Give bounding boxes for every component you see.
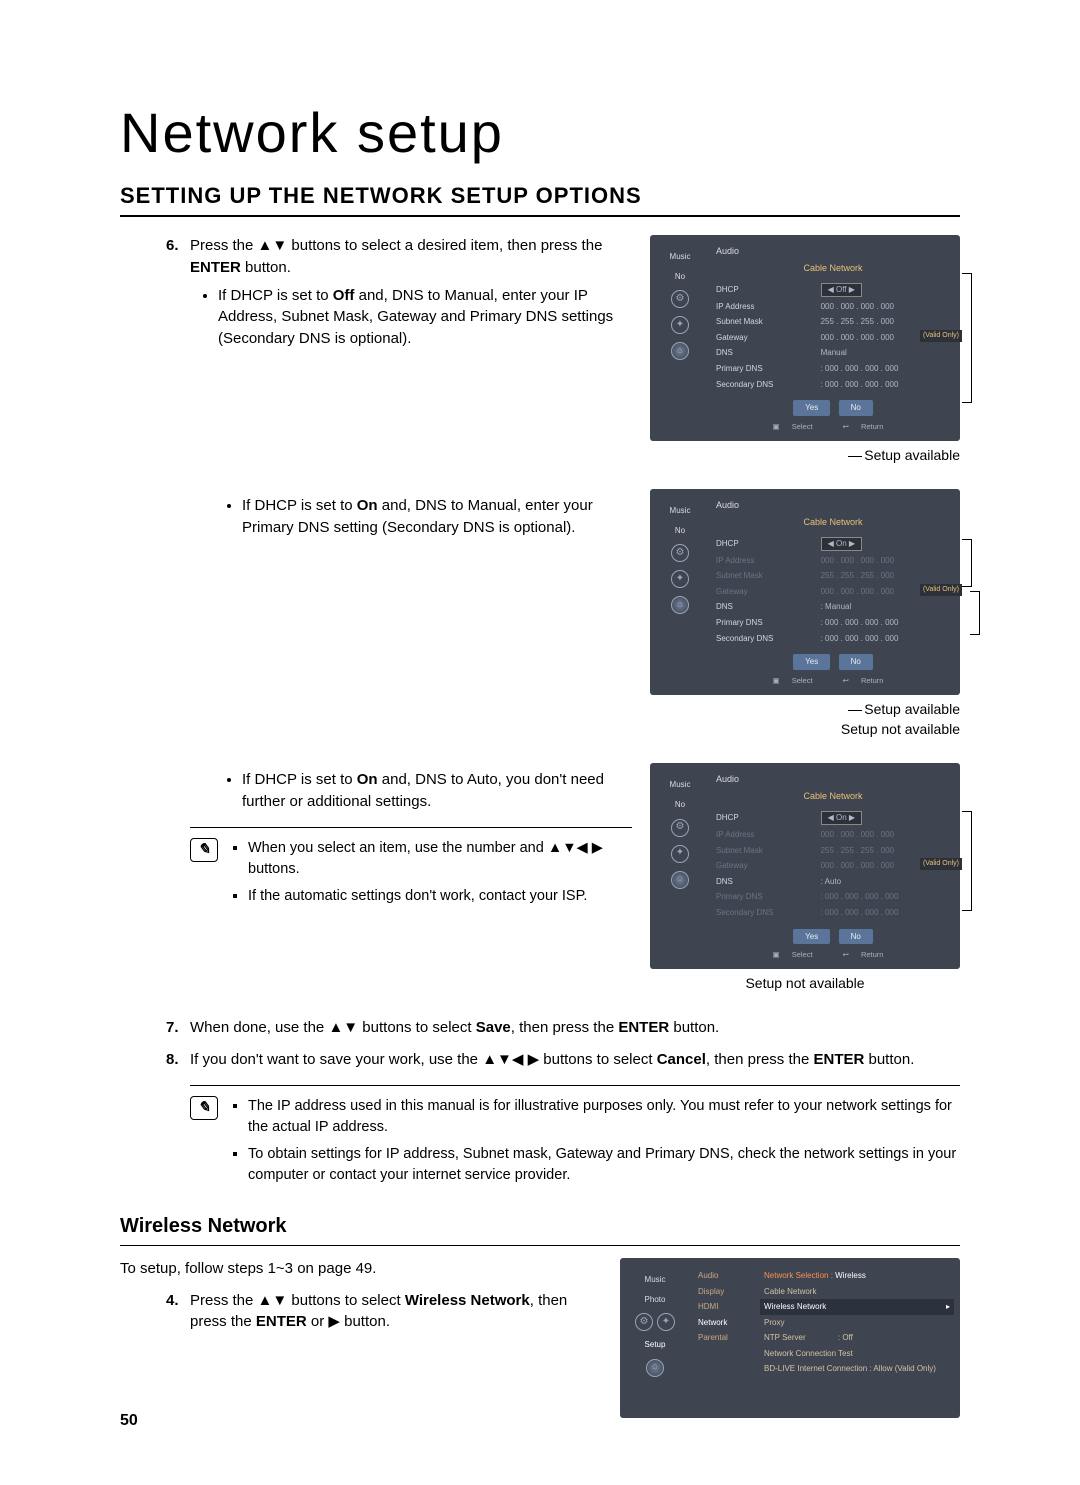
lock-icon: ⌂ xyxy=(646,1359,664,1377)
settings-table: DHCP◀ Off ▶ IP Address000 . 000 . 000 . … xyxy=(712,281,954,392)
caption-setup-available: Setup available xyxy=(848,447,960,463)
globe-icon: ⚙ xyxy=(671,544,689,562)
gear-icon: ✦ xyxy=(657,1313,675,1331)
note-list: The IP address used in this manual is fo… xyxy=(228,1096,960,1192)
note-icon: ✎ xyxy=(190,1096,218,1120)
page-number: 50 xyxy=(120,1412,138,1430)
section-heading: SETTING UP THE NETWORK SETUP OPTIONS xyxy=(120,183,960,217)
settings-table: DHCP◀ On ▶ IP Address000 . 000 . 000 . 0… xyxy=(712,809,954,920)
settings-table: DHCP◀ On ▶ IP Address000 . 000 . 000 . 0… xyxy=(712,535,954,646)
globe-icon: ⚙ xyxy=(671,819,689,837)
gear-icon: ✦ xyxy=(671,570,689,588)
no-button: No xyxy=(839,400,873,416)
setup-menu: Audio Display HDMI Network Parental xyxy=(692,1268,752,1346)
screenshot-dhcp-on-auto: Music No ⚙ ✦ ⌂ Audio Cable Network DHCP◀… xyxy=(650,763,960,969)
step6-bullet3: If DHCP is set to On and, DNS to Auto, y… xyxy=(242,769,632,813)
caption-setup-not-available: Setup not available xyxy=(650,719,960,739)
screenshot-wireless-menu: Music Photo ⚙✦ Setup ⌂ Audio Display HDM… xyxy=(620,1258,960,1418)
screenshot-dhcp-on-manual: Music No ⚙ ✦ ⌂ Audio Cable Network DHCP◀… xyxy=(650,489,960,695)
network-submenu: Cable Network Wireless Network ▸ Proxy N… xyxy=(760,1284,954,1378)
lock-icon: ⌂ xyxy=(671,596,689,614)
gear-icon: ✦ xyxy=(671,845,689,863)
wireless-intro: To setup, follow steps 1~3 on page 49. xyxy=(120,1258,602,1280)
page-title: Network setup xyxy=(120,100,960,165)
step-4: 4. Press the ▲▼ buttons to select Wirele… xyxy=(190,1290,602,1334)
step6-bullet1: If DHCP is set to Off and, DNS to Manual… xyxy=(218,285,632,350)
yes-button: Yes xyxy=(793,400,830,416)
step-6: 6. Press the ▲▼ buttons to select a desi… xyxy=(190,235,632,350)
lock-icon: ⌂ xyxy=(671,871,689,889)
screenshot-dhcp-off: Music No ⚙ ✦ ⌂ Audio Cable Network DHCP◀… xyxy=(650,235,960,441)
wireless-heading: Wireless Network xyxy=(120,1212,960,1246)
globe-icon: ⚙ xyxy=(671,290,689,308)
lock-icon: ⌂ xyxy=(671,342,689,360)
note-list: When you select an item, use the number … xyxy=(228,838,632,913)
globe-icon: ⚙ xyxy=(635,1313,653,1331)
caption-setup-available: Setup available xyxy=(848,701,960,717)
step-8: 8. If you don't want to save your work, … xyxy=(190,1049,960,1071)
gear-icon: ✦ xyxy=(671,316,689,334)
step6-bullet2: If DHCP is set to On and, DNS to Manual,… xyxy=(242,495,632,539)
step-7: 7. When done, use the ▲▼ buttons to sele… xyxy=(190,1017,960,1039)
note-icon: ✎ xyxy=(190,838,218,862)
caption-setup-not-available: Setup not available xyxy=(650,973,960,993)
